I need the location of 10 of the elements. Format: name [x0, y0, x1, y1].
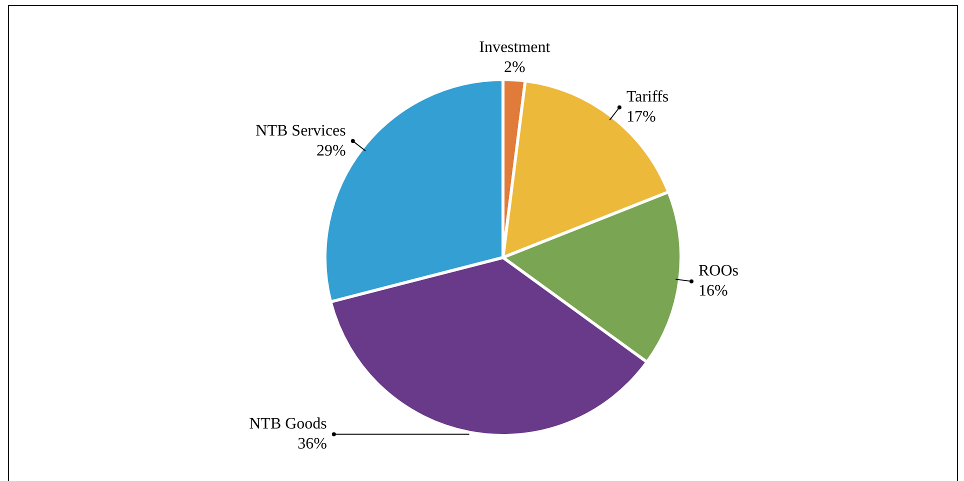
data-label: 17% — [626, 108, 656, 126]
slice-label: NTB Goods — [249, 416, 327, 433]
slice-label: NTB Services — [256, 122, 346, 140]
slice-label: ROOs — [698, 262, 739, 280]
data-label: 2% — [504, 58, 526, 76]
data-label: 36% — [298, 436, 327, 453]
data-label: 16% — [698, 282, 728, 300]
slice-label: Investment — [479, 38, 551, 56]
data-label: 29% — [316, 142, 346, 160]
slice-label: Tariffs — [626, 88, 669, 106]
